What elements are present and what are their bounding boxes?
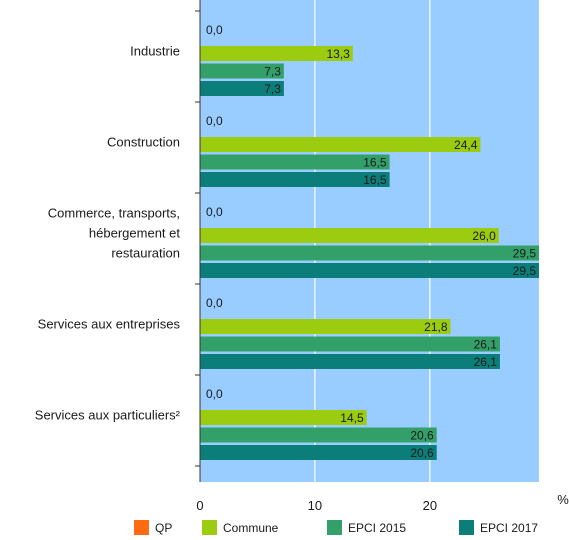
category-label-2-1: hébergement et: [89, 226, 180, 241]
legend: QP Commune EPCI 2015 EPCI 2017: [134, 520, 538, 535]
x-axis-unit: %: [557, 492, 569, 507]
legend-swatch-0: [134, 520, 149, 535]
category-label-2-0: Commerce, transports,: [48, 206, 180, 221]
data-label-epci-2017-4: 20,6: [410, 446, 434, 460]
category-labels: Industrie Construction Commerce, transport…: [35, 44, 181, 423]
bar-epci-2017-0: [200, 81, 284, 96]
data-label-commune-2: 26,0: [472, 229, 496, 243]
legend-label-3: EPCI 2017: [480, 521, 538, 535]
bar-epci-2015-4: [200, 427, 437, 443]
bar-epci-2015-1: [200, 154, 390, 170]
legend-label-0: QP: [155, 521, 172, 535]
data-label-epci-2015-1: 16,5: [363, 156, 387, 170]
bar-epci-2017-4: [200, 445, 437, 460]
bars: 0,0 13,3 7,3 7,3 0,0 24,4 16,5 16,5 0,0 26,0 29,5 2…: [200, 23, 539, 460]
bar-commune-1: [200, 137, 481, 152]
category-label-3-0: Services aux entreprises: [38, 317, 181, 332]
bar-commune-2: [200, 228, 499, 243]
legend-label-2: EPCI 2015: [348, 521, 406, 535]
data-label-epci-2017-3: 26,1: [474, 355, 498, 369]
data-label-qp-1: 0,0: [206, 114, 223, 128]
data-label-epci-2017-2: 29,5: [513, 264, 537, 278]
data-label-epci-2015-0: 7,3: [264, 65, 281, 79]
axes: [195, 0, 201, 482]
legend-swatch-1: [202, 520, 217, 535]
data-label-commune-4: 14,5: [340, 411, 364, 425]
category-label-0-0: Industrie: [130, 44, 180, 59]
data-label-commune-0: 13,3: [326, 47, 350, 61]
legend-label-1: Commune: [223, 521, 279, 535]
bar-epci-2017-3: [200, 354, 500, 369]
data-label-qp-3: 0,0: [206, 296, 223, 310]
x-tick-label-0: 0: [196, 498, 203, 513]
data-label-commune-3: 21,8: [424, 320, 448, 334]
data-label-commune-1: 24,4: [454, 138, 478, 152]
bar-epci-2015-0: [200, 63, 284, 79]
category-label-4-0: Services aux particuliers²: [35, 408, 181, 423]
bar-commune-0: [200, 46, 353, 61]
legend-swatch-2: [327, 520, 342, 535]
bar-epci-2015-3: [200, 336, 500, 352]
data-label-qp-4: 0,0: [206, 387, 223, 401]
data-label-epci-2015-3: 26,1: [474, 338, 498, 352]
category-label-1-0: Construction: [107, 135, 180, 150]
bar-epci-2017-1: [200, 172, 390, 187]
legend-swatch-3: [459, 520, 474, 535]
bar-epci-2015-2: [200, 245, 539, 261]
bar-commune-4: [200, 410, 367, 425]
data-label-qp-2: 0,0: [206, 205, 223, 219]
data-label-epci-2015-4: 20,6: [410, 429, 434, 443]
bar-epci-2017-2: [200, 263, 539, 278]
bar-commune-3: [200, 319, 451, 334]
x-tick-label-10: 10: [308, 498, 322, 513]
data-label-epci-2015-2: 29,5: [513, 247, 537, 261]
data-label-epci-2017-0: 7,3: [264, 82, 281, 96]
x-tick-label-20: 20: [423, 498, 437, 513]
data-label-qp-0: 0,0: [206, 23, 223, 37]
x-tick-labels: 0 10 20: [196, 498, 437, 513]
data-label-epci-2017-1: 16,5: [363, 173, 387, 187]
category-label-2-2: restauration: [111, 246, 180, 261]
